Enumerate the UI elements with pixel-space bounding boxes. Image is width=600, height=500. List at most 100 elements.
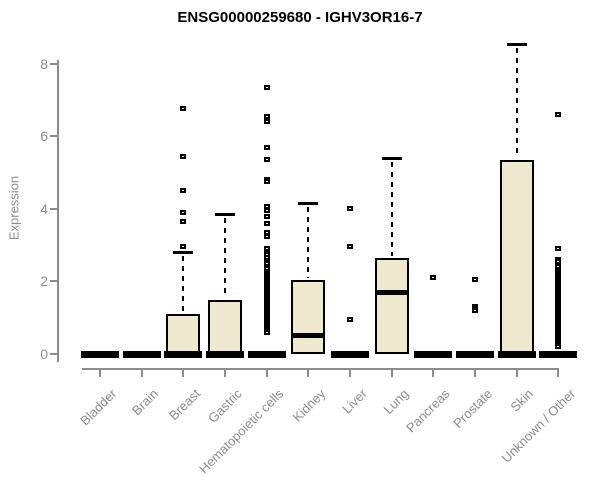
x-category-label: Pancreas [403,386,453,436]
outlier-point [263,208,270,214]
outlier-point [471,307,478,313]
y-axis-tick [50,353,58,355]
x-category-label: Bladder [77,386,120,429]
outlier-point [180,244,187,250]
median-line [455,350,494,358]
median-line [414,350,453,358]
y-tick-label: 4 [40,200,48,217]
outlier-point [555,258,562,264]
y-tick-label: 8 [40,55,48,72]
outlier-point [263,266,270,272]
outlier-point [430,275,437,281]
x-category-label: Lung [380,386,412,418]
x-axis-tick [390,369,393,377]
whisker-cap [298,202,319,206]
whisker-cap [214,213,235,217]
median-line [247,350,286,358]
outlier-point [555,264,562,270]
x-axis-tick [432,369,435,377]
outlier-point [263,144,270,150]
outlier-point [263,255,270,261]
outlier-point [180,219,187,224]
median-line [122,350,161,358]
whisker-line [307,207,310,278]
outlier-point [180,153,187,159]
y-tick-label: 6 [40,128,48,145]
outlier-point [263,229,270,235]
whisker-cap [381,156,402,160]
median-line [205,350,244,358]
x-category-label: Skin [507,386,537,415]
outlier-point [263,260,270,266]
x-axis-tick [307,369,310,377]
x-axis-tick [473,369,476,377]
outlier-point [263,251,270,257]
outlier-point [555,111,562,117]
outlier-point [263,157,270,163]
box [291,279,326,354]
whisker-cap [506,42,527,46]
median-line [164,350,203,358]
whisker-line [182,256,185,313]
outlier-point [263,329,270,335]
median-line [374,289,409,295]
x-category-label: Kidney [289,386,328,425]
x-axis-line [82,368,559,370]
whisker-line [515,47,518,158]
y-axis-tick [50,207,58,210]
box [374,257,409,354]
y-tick-label: 2 [40,273,48,290]
x-category-label: Liver [339,386,370,417]
outlier-point [555,344,562,350]
box [166,314,201,354]
x-axis-tick [223,369,226,377]
median-line [497,350,536,358]
y-axis-tick [50,62,58,65]
outlier-point [263,233,270,239]
x-axis-tick [182,369,185,377]
whisker-line [390,161,393,256]
outlier-point [346,206,353,212]
x-axis-tick [557,369,560,377]
x-category-label: Unknown / Other [498,386,578,466]
x-axis-tick [515,369,518,377]
x-axis-tick [99,369,101,377]
chart-title: ENSG00000259680 - IGHV3OR16-7 [177,9,423,26]
median-line [81,350,119,358]
median-line [539,350,578,358]
median-line [291,333,326,339]
outlier-point [346,244,353,250]
outlier-point [263,246,270,252]
outlier-point [263,204,270,210]
x-category-label: Brain [129,386,162,419]
outlier-point [263,213,270,219]
outlier-point [471,277,478,283]
x-category-label: Breast [165,386,203,424]
y-axis-tick [50,280,58,283]
y-axis-tick [50,135,58,138]
x-category-label: Prostate [449,386,495,431]
x-axis-tick [348,369,351,377]
x-category-label: Gastric [204,386,245,426]
outlier-point [263,179,270,185]
outlier-point [180,209,187,215]
x-axis-tick [265,369,268,377]
whisker-cap [173,251,194,255]
outlier-point [555,246,562,252]
box [499,159,534,354]
outlier-point [263,220,270,226]
outlier-point [346,317,353,322]
box [207,299,242,354]
whisker-line [223,218,226,298]
outlier-point [180,188,187,194]
outlier-point [263,84,270,90]
y-tick-label: 0 [40,346,48,362]
outlier-point [263,113,270,119]
outlier-point [180,106,187,112]
x-axis-tick [140,369,143,377]
outlier-point [263,119,270,125]
y-axis-line [57,60,59,362]
median-line [330,350,369,358]
